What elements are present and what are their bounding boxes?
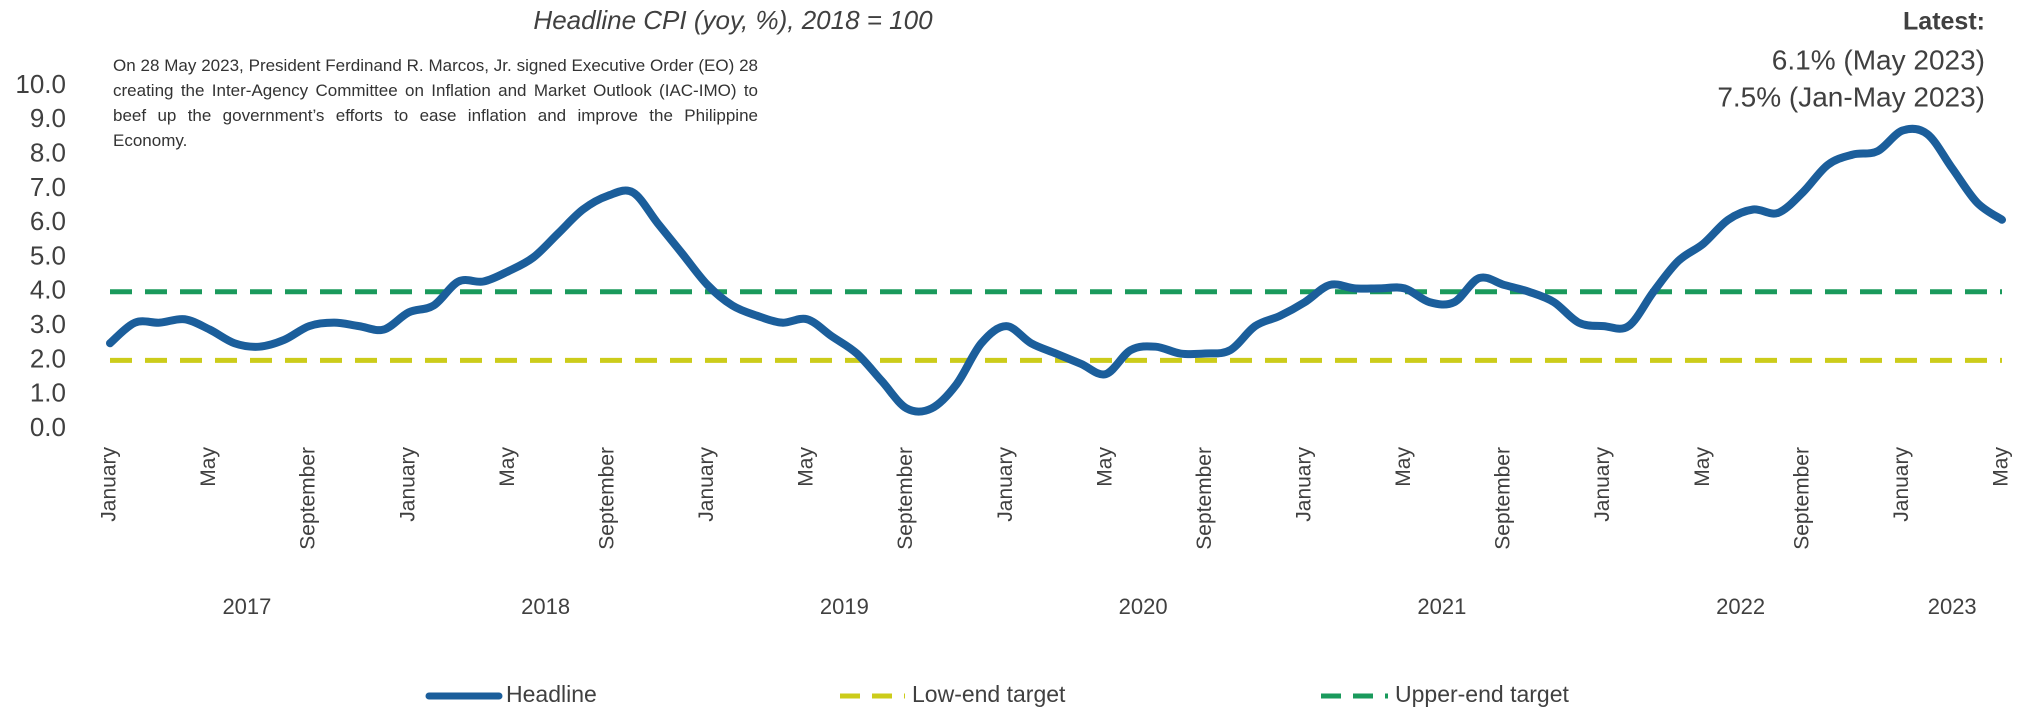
headline-line xyxy=(106,124,2006,416)
x-tick-label: January xyxy=(396,447,419,522)
y-tick-label: 4.0 xyxy=(30,275,66,305)
latest-month: 6.1% (May 2023) xyxy=(1772,44,1985,75)
latest-ytd: 7.5% (Jan-May 2023) xyxy=(1717,81,1985,112)
y-tick-label: 2.0 xyxy=(30,343,66,373)
x-tick-label: January xyxy=(1890,447,1913,522)
y-tick-label: 8.0 xyxy=(30,137,66,167)
x-tick-label: May xyxy=(197,447,220,487)
y-tick-label: 10.0 xyxy=(15,69,66,99)
x-tick-label: September xyxy=(894,447,917,550)
year-label: 2017 xyxy=(222,594,271,619)
x-tick-label: May xyxy=(1691,447,1714,487)
legend-label: Upper-end target xyxy=(1395,681,1569,707)
legend-label: Low-end target xyxy=(912,681,1066,707)
year-label: 2021 xyxy=(1417,594,1466,619)
x-tick-label: May xyxy=(1392,447,1415,487)
y-tick-label: 5.0 xyxy=(30,240,66,270)
year-label: 2018 xyxy=(521,594,570,619)
y-tick-label: 7.0 xyxy=(30,172,66,202)
x-tick-label: May xyxy=(795,447,818,487)
year-label: 2023 xyxy=(1928,594,1977,619)
x-tick-label: January xyxy=(1292,447,1315,522)
x-tick-label: May xyxy=(496,447,519,487)
x-tick-label: January xyxy=(1591,447,1614,522)
x-tick-label: September xyxy=(1790,447,1813,550)
year-label: 2020 xyxy=(1119,594,1168,619)
annotation: On 28 May 2023, President Ferdinand R. M… xyxy=(113,56,758,150)
x-tick-label: January xyxy=(695,447,718,522)
y-tick-label: 0.0 xyxy=(30,412,66,442)
x-tick-label: September xyxy=(297,447,320,550)
year-label: 2019 xyxy=(820,594,869,619)
x-tick-label: May xyxy=(1990,447,2013,487)
y-tick-label: 1.0 xyxy=(30,378,66,408)
chart-title: Headline CPI (yoy, %), 2018 = 100 xyxy=(533,5,933,35)
x-tick-label: May xyxy=(1093,447,1116,487)
y-tick-label: 6.0 xyxy=(30,206,66,236)
x-tick-label: September xyxy=(595,447,618,550)
year-label: 2022 xyxy=(1716,594,1765,619)
x-tick-label: January xyxy=(98,447,121,522)
x-tick-label: September xyxy=(1193,447,1216,550)
y-tick-label: 3.0 xyxy=(30,309,66,339)
x-tick-label: January xyxy=(994,447,1017,522)
x-tick-label: September xyxy=(1492,447,1515,550)
legend-label: Headline xyxy=(506,681,597,707)
y-tick-label: 9.0 xyxy=(30,103,66,133)
latest-heading: Latest: xyxy=(1903,8,1985,36)
